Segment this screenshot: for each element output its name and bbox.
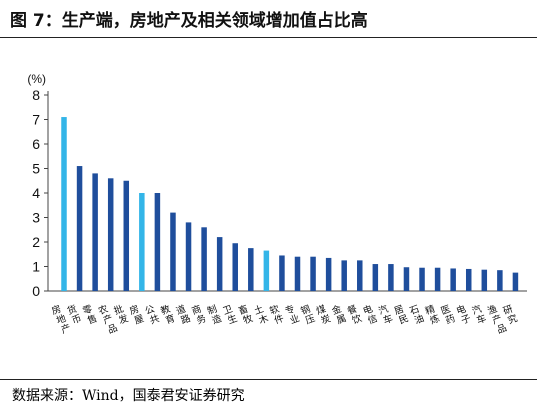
bar-11 (232, 243, 238, 291)
x-tick-label-19: 餐饮 (346, 302, 364, 327)
chart-title: 图 7：生产端，房地产及相关领域增加值占比高 (10, 11, 368, 31)
bar-18 (341, 260, 347, 291)
x-tick-label-16: 钢压 (299, 302, 317, 327)
bar-29 (512, 272, 519, 291)
bar-25 (450, 268, 456, 291)
bar-0 (61, 117, 67, 291)
bar-10 (216, 237, 223, 291)
bar-24 (434, 267, 441, 291)
y-tick-label: 1 (32, 259, 40, 275)
x-tick-label-10: 制造 (206, 302, 224, 327)
x-tick-label-4: 批发 (112, 302, 130, 327)
bar-15 (294, 256, 301, 291)
x-tick-label-9: 商务 (190, 302, 208, 327)
bottom-rule (0, 379, 537, 380)
x-tick-label-7: 教育 (159, 302, 177, 327)
x-tick-label-20: 电信 (361, 302, 379, 327)
x-tick-label-6: 公共 (144, 303, 162, 327)
bar-22 (403, 267, 410, 291)
x-tick-label-17: 煤炭 (315, 302, 333, 327)
bar-20 (372, 264, 379, 291)
bar-21 (388, 264, 394, 291)
bar-1 (76, 166, 83, 291)
bar-16 (310, 256, 316, 291)
x-tick-label-26: 电子 (455, 302, 473, 327)
x-tick-label-18: 金属 (330, 302, 348, 327)
bar-23 (419, 267, 425, 291)
x-tick-label-1: 货币 (66, 302, 84, 327)
y-tick-label: 0 (32, 283, 40, 299)
bar-19 (357, 260, 363, 291)
x-tick-label-28: 渔产品 (486, 303, 508, 337)
bar-14 (279, 255, 285, 291)
bar-7 (170, 212, 176, 291)
x-tick-label-8: 道路 (174, 302, 192, 327)
bar-2 (92, 173, 98, 291)
y-tick-label: 2 (32, 234, 40, 250)
bar-28 (497, 270, 503, 291)
bar-26 (465, 268, 472, 291)
bar-5 (139, 193, 145, 291)
bar-3 (107, 178, 114, 291)
y-tick-label: 8 (32, 87, 40, 103)
y-tick-label: 7 (32, 112, 40, 128)
bar-17 (325, 257, 332, 291)
x-tick-label-5: 房屋 (128, 302, 146, 327)
y-tick-label: 3 (32, 210, 40, 226)
x-tick-label-22: 居民 (393, 303, 410, 327)
bar-13 (263, 250, 270, 291)
x-tick-label-29: 研究 (502, 303, 520, 327)
category-labels: 房地产货币零售农产品批发房屋公共教育道路商务制造卫生畜牧土木软件专业钢压煤炭金属… (50, 302, 520, 337)
y-tick-label: 5 (32, 161, 40, 177)
x-tick-label-27: 汽车 (470, 302, 488, 327)
bars (61, 117, 519, 291)
y-tick-label: 6 (32, 136, 40, 152)
x-tick-label-21: 汽车 (377, 302, 395, 327)
x-tick-label-25: 医药 (439, 303, 456, 327)
x-tick-label-24: 精炼 (424, 302, 442, 327)
x-tick-label-11: 卫生 (222, 303, 240, 327)
bar-27 (481, 269, 488, 291)
axes: 0 1 2 3 4 5 6 7 8(%) (27, 72, 527, 299)
bar-9 (201, 227, 207, 291)
x-tick-label-23: 石油 (408, 303, 425, 327)
y-tick-label: 4 (32, 185, 40, 201)
x-tick-label-3: 农产品 (97, 302, 119, 337)
source-note: 数据来源：Wind，国泰君安证券研究 (12, 388, 245, 404)
x-tick-label-2: 零售 (81, 303, 98, 327)
bar-12 (248, 248, 254, 291)
top-rule (0, 37, 537, 38)
unit-label: (%) (27, 72, 46, 86)
x-tick-label-12: 畜牧 (237, 302, 255, 327)
x-tick-label-13: 土木 (252, 302, 270, 327)
bar-chart: 0 1 2 3 4 5 6 7 8(%) 房地产货币零售农产品批发房屋公共教育道路商务制造卫生畜… (27, 72, 527, 337)
bar-4 (123, 180, 130, 291)
x-tick-label-15: 专业 (283, 302, 301, 327)
bar-8 (185, 222, 192, 291)
x-tick-label-0: 房地产 (50, 302, 72, 337)
x-tick-label-14: 软件 (268, 302, 286, 327)
bar-6 (154, 193, 161, 291)
